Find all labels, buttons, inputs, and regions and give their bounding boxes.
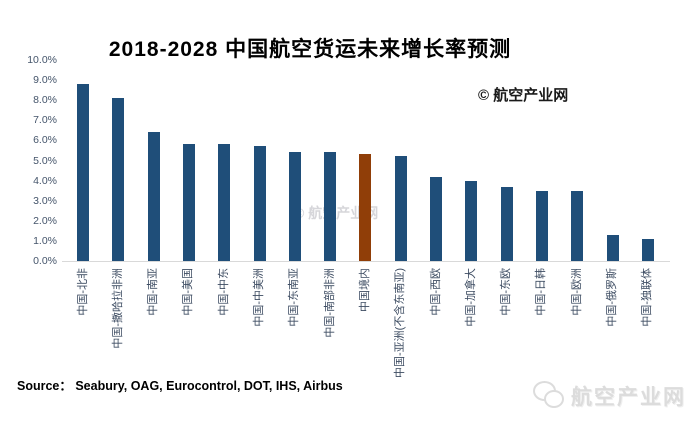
footer-logo: 航空产业网 xyxy=(533,381,686,411)
x-axis-label: 中国-南部非洲 xyxy=(323,268,336,338)
y-axis-tick: 9.0% xyxy=(33,74,57,87)
source-label: Source： Seabury, OAG, Eurocontrol, DOT, … xyxy=(17,379,343,393)
chart-title: 2018-2028 中国航空货运未来增长率预测 xyxy=(108,38,512,61)
x-axis-label: 中国-独联体 xyxy=(641,268,654,327)
x-axis-label: 中国-俄罗斯 xyxy=(606,268,618,327)
bar-中国-美国 xyxy=(182,144,195,261)
y-axis-tick: 6.0% xyxy=(33,134,57,147)
x-axis-label: 中国-欧洲 xyxy=(570,268,583,316)
x-axis-label: 中国-东南亚 xyxy=(288,268,301,327)
bar-中国-南亚 xyxy=(147,132,160,261)
bar-中国-东南亚 xyxy=(288,152,301,261)
bar-中国-俄罗斯 xyxy=(606,234,619,261)
y-axis-tick: 4.0% xyxy=(33,174,57,187)
bar-中国-南部非洲 xyxy=(324,152,337,261)
bar-中国-中东 xyxy=(218,144,231,261)
x-axis-label: 中国境内 xyxy=(358,268,371,312)
x-axis-label: 中国-西欧 xyxy=(429,268,442,316)
bar-中国-北非 xyxy=(77,84,89,261)
copyright-label: © 航空产业网 xyxy=(478,87,569,104)
x-axis-label: 中国-亚洲(不含东南亚) xyxy=(394,268,407,378)
x-axis-label: 中国-南亚 xyxy=(147,268,160,316)
y-axis-tick: 2.0% xyxy=(33,214,57,227)
y-axis-tick: 8.0% xyxy=(33,94,57,107)
wechat-bubble-small xyxy=(544,390,564,408)
x-axis-label: 中国-中东 xyxy=(217,268,230,316)
bar-中国-加拿大 xyxy=(465,180,478,261)
bar-中国-东欧 xyxy=(500,186,513,261)
x-axis-label: 中国-日韩 xyxy=(535,268,548,316)
wechat-icon xyxy=(533,381,565,411)
bar-中国-中美洲 xyxy=(253,146,266,261)
x-axis-label: 中国-中美洲 xyxy=(253,268,265,327)
footer-logo-text: 航空产业网 xyxy=(571,386,686,409)
y-axis-tick: 0.0% xyxy=(33,255,57,267)
bar-中国-亚洲(不含东南亚) xyxy=(394,156,407,261)
bar-中国境内 xyxy=(359,154,372,261)
bar-中国-独联体 xyxy=(641,238,654,261)
x-axis-label: 中国-美国 xyxy=(182,268,195,316)
bar-中国-西欧 xyxy=(430,176,442,261)
y-axis-tick: 7.0% xyxy=(33,114,57,127)
x-axis-label: 中国-加拿大 xyxy=(464,268,477,327)
x-axis-line xyxy=(62,261,670,262)
x-axis-label: 中国-撒哈拉非洲 xyxy=(111,268,124,349)
y-axis-tick: 10.0% xyxy=(27,54,57,66)
bar-中国-撒哈拉非洲 xyxy=(112,98,125,261)
x-axis-label: 中国-东欧 xyxy=(500,268,513,316)
y-axis-tick: 3.0% xyxy=(33,194,57,207)
x-axis-label: 中国-北非 xyxy=(76,268,89,316)
bar-中国-日韩 xyxy=(535,190,548,261)
y-axis-tick: 5.0% xyxy=(33,154,57,167)
bar-中国-欧洲 xyxy=(571,190,584,261)
y-axis-tick: 1.0% xyxy=(33,234,57,247)
